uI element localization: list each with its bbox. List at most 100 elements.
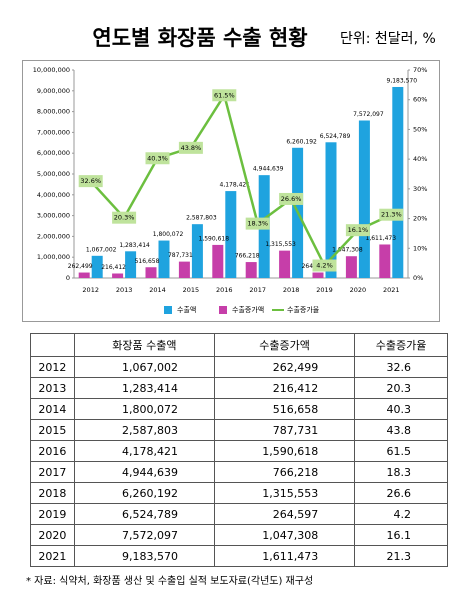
rate-label: 61.5% (214, 91, 235, 99)
table-cell: 26.6 (354, 482, 448, 504)
y-tick-label: 5,000,000 (37, 170, 70, 178)
y2-tick-label: 40% (413, 155, 427, 163)
rate-label: 40.3% (147, 154, 168, 162)
bar-label: 1,067,002 (86, 246, 117, 253)
bar-label: 2,587,803 (186, 215, 217, 222)
table-cell: 1,315,553 (213, 482, 356, 504)
table-cell: 43.8 (354, 419, 448, 441)
chart: 0 1,000,000 2,000,000 3,000,000 4,000,000 5,0… (22, 60, 440, 322)
x-tick-label: 2012 (82, 286, 99, 294)
legend-label: 수출증가율 (287, 305, 320, 314)
table-row: 2015 2,587,803 787,731 43.8 (30, 419, 448, 441)
bar (158, 240, 170, 278)
data-table: 화장품 수출액 수출증가액 수출증가율 2012 1,067,002 262,499 32.… (30, 333, 448, 567)
legend-label: 수출증가액 (232, 305, 264, 314)
table-cell: 20.3 (354, 377, 448, 399)
y2-tick-label: 50% (413, 125, 427, 133)
bar-label: 4,944,639 (253, 166, 284, 173)
rate-label: 26.6% (281, 195, 302, 203)
table-cell: 1,047,308 (213, 524, 356, 546)
bar-label: 516,658 (135, 258, 160, 265)
footnote: * 자료: 식약처, 화장품 생산 및 수출입 실적 보도자료(각년도) 재구성 (26, 576, 314, 587)
table-cell: 2012 (30, 356, 75, 378)
table-cell: 1,067,002 (73, 356, 215, 378)
table-cell: 61.5 (354, 440, 448, 462)
y-tick-label: 0 (66, 274, 70, 282)
bar (279, 250, 291, 278)
y-tick-label: 8,000,000 (37, 108, 70, 116)
table-cell: 2020 (30, 524, 75, 546)
label-box (345, 224, 370, 237)
table-cell: 216,412 (213, 377, 356, 399)
rate-label: 43.8% (181, 144, 202, 152)
x-tick-label: 2015 (183, 286, 200, 294)
chart-border (22, 60, 440, 322)
y-tick-label: 9,000,000 (37, 87, 70, 95)
label-box (145, 152, 170, 165)
bar (145, 267, 157, 278)
table-cell: 2015 (30, 419, 75, 441)
table-cell: 2013 (30, 377, 75, 399)
label-box (78, 175, 103, 188)
table-row: 2012 1,067,002 262,499 32.6 (30, 356, 448, 378)
bar-label: 766,218 (235, 253, 260, 260)
header-cell: 수출증가율 (354, 333, 448, 357)
rate-label: 4.2% (316, 262, 333, 270)
table-row: 2016 4,178,421 1,590,618 61.5 (30, 440, 448, 462)
table-cell: 516,658 (213, 398, 356, 420)
table-row: 2013 1,283,414 216,412 20.3 (30, 377, 448, 399)
legend-swatch (164, 306, 172, 314)
label-box (212, 89, 237, 102)
table-cell: 1,590,618 (213, 440, 356, 462)
bar-label: 787,731 (168, 252, 193, 259)
x-tick-label: 2017 (249, 286, 266, 294)
bar (112, 273, 124, 278)
table-cell: 2014 (30, 398, 75, 420)
bar (212, 244, 224, 278)
bar (358, 120, 370, 278)
title: 연도별 화장품 수출 현황 (92, 26, 308, 50)
rate-label: 16.1% (348, 226, 369, 234)
rate-label: 20.3% (114, 214, 135, 222)
table-row: 2018 6,260,192 1,315,553 26.6 (30, 482, 448, 504)
rate-label: 32.6% (80, 177, 101, 185)
table-cell: 18.3 (354, 461, 448, 483)
table-cell: 2,587,803 (73, 419, 215, 441)
x-tick-label: 2020 (350, 286, 367, 294)
table-cell: 40.3 (354, 398, 448, 420)
bar (91, 255, 103, 278)
label-box (312, 259, 337, 272)
y-tick-label: 2,000,000 (37, 232, 70, 240)
bar-label: 216,412 (101, 264, 126, 271)
table-cell: 4.2 (354, 503, 448, 525)
header-cell: 수출증가액 (213, 333, 356, 357)
bar-label: 1,047,308 (332, 247, 363, 254)
x-tick-label: 2014 (149, 286, 166, 294)
label-box (279, 192, 304, 205)
table-cell: 6,260,192 (73, 482, 215, 504)
y-tick-label: 6,000,000 (37, 149, 70, 157)
y2-tick-label: 0% (413, 274, 423, 282)
bar-label: 7,572,097 (353, 111, 384, 118)
bar-label: 1,315,553 (265, 241, 296, 248)
y-tick-label: 10,000,000 (33, 66, 70, 74)
table-cell: 766,218 (213, 461, 356, 483)
table-cell: 4,944,639 (73, 461, 215, 483)
bar (225, 191, 237, 278)
table-cell: 7,572,097 (73, 524, 215, 546)
bar (312, 272, 324, 278)
table-cell: 2018 (30, 482, 75, 504)
rate-label: 21.3% (381, 211, 402, 219)
table-row: 2014 1,800,072 516,658 40.3 (30, 398, 448, 420)
table-cell: 16.1 (354, 524, 448, 546)
label-box (245, 217, 270, 230)
table-cell: 9,183,570 (73, 545, 215, 567)
bar-label: 1,800,072 (153, 231, 184, 238)
rate-line (89, 92, 392, 268)
label-box (178, 141, 203, 154)
y2-tick-label: 30% (413, 185, 427, 193)
bar-label: 6,524,789 (320, 133, 351, 140)
header-cell: 화장품 수출액 (73, 333, 215, 357)
bar-label: 1,611,473 (366, 235, 397, 242)
label-box (112, 211, 137, 224)
